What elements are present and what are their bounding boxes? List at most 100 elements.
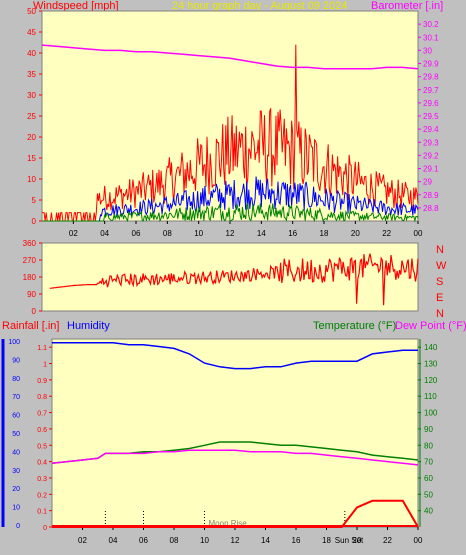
bot-x-tick-label: 16 — [292, 536, 301, 545]
rain-tick-label: 0.2 — [37, 492, 47, 499]
baro-tick-label: 29.9 — [423, 60, 439, 69]
baro-tick-label: 30.2 — [423, 20, 439, 29]
wind-tick-label: 15 — [27, 154, 36, 163]
top-x-tick-label: 10 — [194, 229, 203, 238]
humidity-tick-label: 60 — [12, 413, 20, 420]
dewpoint-axis-label: Dew Point (°F) — [395, 320, 466, 332]
direction-tick-label: 180 — [23, 273, 37, 282]
rain-tick-label: 0.1 — [37, 509, 47, 516]
temp-tick-label: 80 — [424, 441, 433, 450]
bot-x-tick-label: 10 — [200, 536, 209, 545]
top-x-tick-label: 06 — [132, 229, 141, 238]
baro-tick-label: 29.5 — [423, 112, 439, 121]
baro-tick-label: 29.4 — [423, 125, 439, 134]
bot-x-tick-label: 08 — [170, 536, 179, 545]
top-x-tick-label: 02 — [69, 229, 78, 238]
compass-label: E — [436, 292, 443, 304]
wind-tick-label: 0 — [32, 217, 37, 226]
rain-tick-label: 1.1 — [37, 345, 47, 352]
rain-tick-label: 0.6 — [37, 427, 47, 434]
baro-tick-label: 29.1 — [423, 165, 439, 174]
bot-x-tick-label: 14 — [261, 536, 270, 545]
humidity-tick-label: 70 — [12, 394, 20, 401]
dewpoint-series — [51, 449, 419, 466]
bot-x-tick-label: 12 — [231, 536, 240, 545]
wind-tick-label: 50 — [27, 7, 36, 16]
wind-tick-label: 35 — [27, 70, 36, 79]
bot-x-tick-label: 02 — [78, 536, 87, 545]
wind-tick-label: 10 — [27, 175, 36, 184]
top-x-tick-label: 18 — [320, 229, 329, 238]
wind-low-series — [42, 201, 419, 223]
humidity-tick-label: 20 — [12, 486, 20, 493]
rainfall-axis-label: Rainfall [.in] — [2, 320, 60, 332]
baro-tick-label: 29 — [423, 178, 432, 187]
bot-x-tick-label: 22 — [383, 536, 392, 545]
humidity-tick-label: 90 — [12, 357, 20, 364]
temp-tick-label: 50 — [424, 490, 433, 499]
humidity-tick-label: 80 — [12, 376, 20, 383]
rain-tick-label: 0.5 — [37, 443, 47, 450]
baro-tick-label: 30.1 — [423, 33, 439, 42]
moon-rise-label: Moon Rise — [209, 519, 248, 528]
top-x-tick-label: 04 — [100, 229, 109, 238]
baro-tick-label: 29.2 — [423, 151, 439, 160]
rain-tick-label: 0.4 — [37, 460, 47, 467]
rain-tick-label: 1 — [43, 362, 47, 369]
wind-tick-label: 25 — [27, 112, 36, 121]
temp-tick-label: 100 — [424, 409, 438, 418]
top-x-tick-label: 00 — [414, 229, 423, 238]
bot-x-tick-label: 04 — [109, 536, 118, 545]
top-x-tick-label: 20 — [351, 229, 360, 238]
rain-tick-label: 0.8 — [37, 394, 47, 401]
baro-tick-label: 29.8 — [423, 73, 439, 82]
direction-plot-area — [41, 242, 419, 312]
wind-tick-label: 30 — [27, 91, 36, 100]
baro-tick-label: 28.8 — [423, 204, 439, 213]
temp-tick-label: 110 — [424, 392, 437, 401]
wind-tick-label: 5 — [32, 196, 37, 205]
bot-x-tick-label: 20 — [353, 536, 362, 545]
compass-label: S — [436, 276, 443, 288]
top-x-tick-label: 22 — [382, 229, 391, 238]
weather-plot-area — [51, 338, 419, 528]
humidity-tick-label: 40 — [12, 449, 20, 456]
baro-tick-label: 29.7 — [423, 86, 439, 95]
top-x-tick-label: 12 — [226, 229, 235, 238]
temp-tick-label: 90 — [424, 425, 433, 434]
humidity-tick-label: 30 — [12, 468, 20, 475]
wind-tick-label: 40 — [27, 49, 36, 58]
windspeed-axis-label: Windspeed [mph] — [33, 0, 119, 12]
wind-tick-label: 20 — [27, 133, 36, 142]
humidity-tick-label: 50 — [12, 431, 20, 438]
humidity-tick-label: 10 — [12, 505, 20, 512]
direction-tick-label: 90 — [27, 290, 36, 299]
temp-tick-label: 130 — [424, 360, 438, 369]
wind-direction-series — [49, 253, 419, 306]
rain-tick-label: 0 — [43, 525, 47, 532]
temperature-axis-label: Temperature (°F) — [313, 320, 397, 332]
humidity-series — [52, 342, 418, 370]
direction-tick-label: 270 — [23, 256, 37, 265]
compass-label: W — [436, 260, 447, 272]
bot-x-tick-label: 06 — [139, 536, 148, 545]
sun-set-label: Sun Set — [335, 536, 364, 545]
bot-x-tick-label: 00 — [414, 536, 423, 545]
rain-tick-label: 0.9 — [37, 378, 47, 385]
top-plot-area — [41, 10, 419, 222]
baro-tick-label: 29.3 — [423, 138, 439, 147]
temp-tick-label: 140 — [424, 343, 438, 352]
barometer-axis-label: Barometer [.in] — [371, 0, 444, 12]
temp-tick-label: 60 — [424, 474, 433, 483]
chart-title: 24 hour graph day - August 09 2024 — [172, 0, 348, 12]
compass-label: N — [436, 308, 444, 320]
temp-tick-label: 120 — [424, 376, 438, 385]
barometer-series — [41, 44, 419, 70]
top-x-tick-label: 08 — [163, 229, 172, 238]
wind-tick-label: 45 — [27, 28, 36, 37]
baro-tick-label: 28.9 — [423, 191, 439, 200]
temp-tick-label: 70 — [424, 458, 433, 467]
wind-average-series — [42, 176, 419, 222]
wind-gust-series — [42, 44, 419, 222]
